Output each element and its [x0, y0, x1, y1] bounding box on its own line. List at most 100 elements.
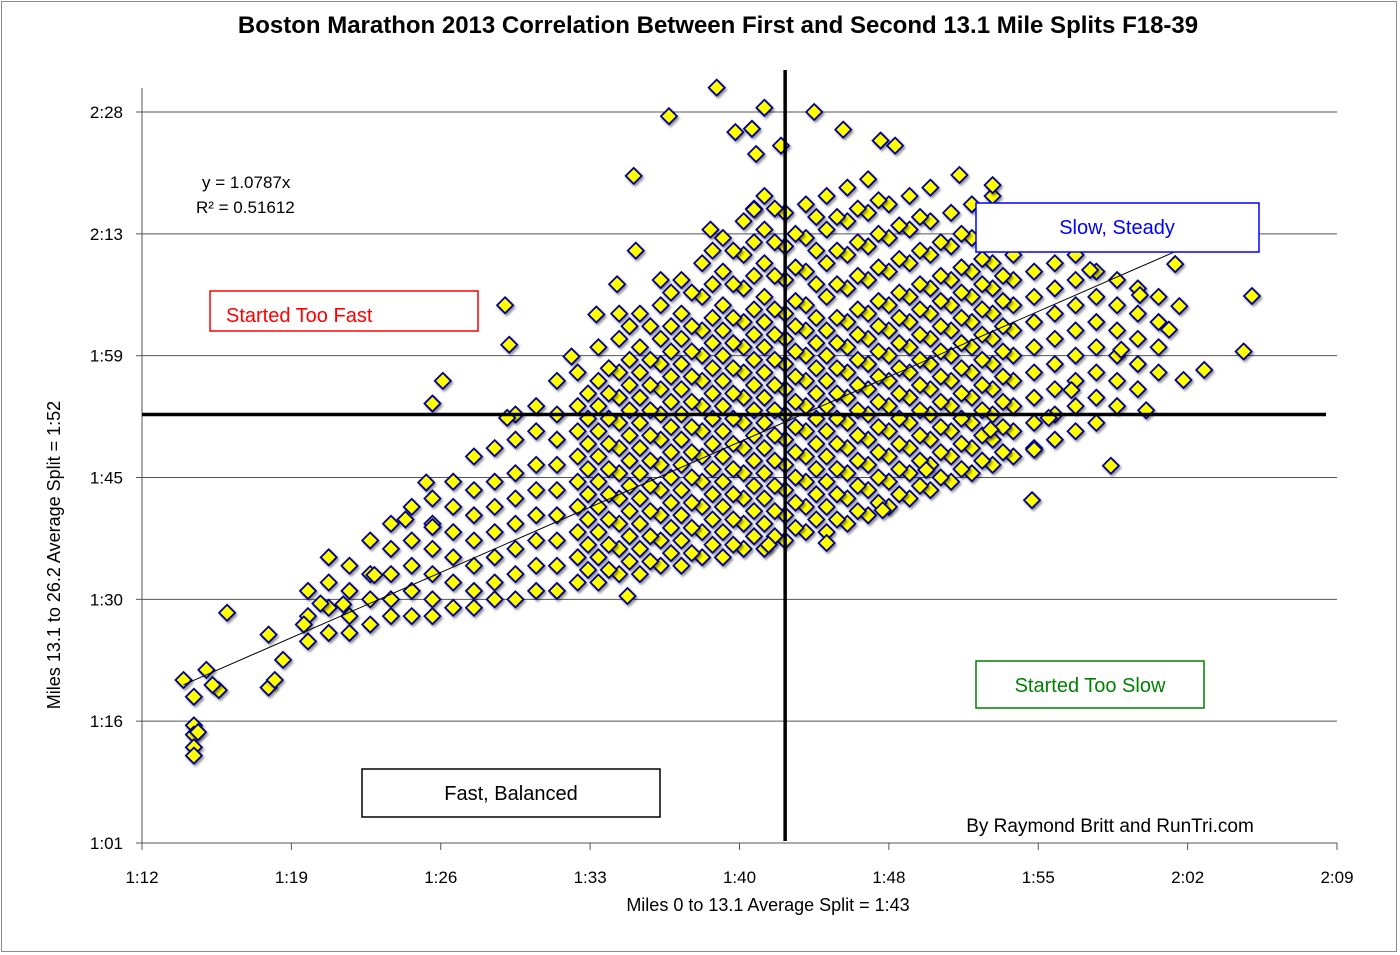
data-point — [672, 380, 691, 399]
data-point — [568, 363, 587, 382]
data-point — [1087, 388, 1106, 407]
data-point — [443, 472, 463, 491]
data-point — [889, 485, 909, 504]
data-point — [786, 342, 805, 361]
data-point — [682, 392, 702, 412]
data-point — [506, 539, 525, 559]
data-point — [931, 443, 951, 462]
data-point — [599, 384, 619, 403]
data-point — [993, 266, 1013, 286]
data-point — [786, 291, 805, 311]
data-point — [464, 598, 484, 618]
data-point — [848, 451, 868, 470]
data-point — [993, 367, 1013, 386]
data-point — [869, 190, 888, 210]
data-point — [599, 535, 619, 554]
data-point — [620, 426, 639, 445]
data-point — [806, 207, 826, 227]
data-point — [620, 552, 639, 571]
data-point — [724, 459, 743, 479]
data-point — [1045, 304, 1065, 323]
data-point — [672, 480, 691, 500]
data-point — [889, 459, 909, 479]
data-point — [703, 434, 722, 454]
data-point — [620, 375, 639, 395]
data-point — [889, 333, 909, 353]
data-point — [641, 375, 660, 395]
data-point — [1080, 260, 1100, 280]
y-axis-label: Miles 13.1 to 26.2 Average Split = 1:52 — [44, 401, 64, 709]
data-point — [661, 518, 681, 538]
data-point — [672, 354, 691, 374]
data-point — [682, 417, 702, 437]
data-point — [1128, 380, 1148, 399]
data-point — [1045, 279, 1065, 298]
data-point — [578, 510, 598, 529]
data-point — [786, 443, 805, 462]
data-point — [910, 300, 930, 319]
data-point — [806, 333, 826, 353]
annotation-fast-balanced: Fast, Balanced — [361, 768, 661, 818]
data-point — [910, 375, 930, 395]
data-point — [889, 216, 909, 235]
data-point — [626, 241, 646, 260]
data-point — [599, 358, 619, 378]
data-point — [952, 308, 971, 328]
data-point — [889, 249, 909, 269]
data-point — [900, 186, 919, 206]
data-point — [827, 459, 847, 479]
data-point — [873, 500, 892, 520]
data-point — [744, 200, 764, 219]
data-point — [817, 371, 836, 391]
data-point — [485, 522, 504, 542]
data-point — [724, 485, 743, 504]
data-point — [217, 603, 237, 623]
data-point — [755, 464, 774, 483]
data-point — [620, 527, 639, 546]
data-point — [340, 606, 359, 626]
data-point — [1045, 380, 1065, 399]
data-point — [952, 459, 971, 479]
annotation-slow-steady: Slow, Steady — [975, 202, 1260, 253]
data-point — [641, 316, 660, 336]
x-tick-label: 1:48 — [872, 868, 905, 887]
data-point — [526, 422, 546, 441]
data-point — [607, 274, 627, 294]
data-point — [755, 98, 774, 118]
data-point — [423, 606, 442, 626]
data-point — [682, 367, 702, 386]
data-point — [703, 510, 722, 529]
data-point — [578, 485, 598, 504]
data-point — [910, 476, 930, 496]
data-point — [827, 485, 847, 504]
data-point — [1066, 422, 1085, 441]
data-point — [910, 274, 930, 294]
data-point — [630, 489, 650, 508]
data-point — [931, 316, 951, 336]
data-point — [506, 514, 525, 533]
data-point — [1087, 287, 1106, 307]
data-point — [952, 384, 971, 403]
data-point — [485, 548, 504, 567]
data-point — [765, 476, 785, 496]
data-point — [1107, 270, 1127, 290]
data-point — [703, 485, 722, 504]
x-tick-label: 2:02 — [1171, 868, 1204, 887]
data-point — [265, 670, 285, 690]
data-point — [1128, 304, 1148, 323]
data-point — [589, 447, 608, 466]
data-point — [1024, 312, 1044, 332]
data-point — [848, 350, 868, 370]
data-point — [703, 274, 722, 294]
data-point — [993, 392, 1013, 412]
data-point — [993, 417, 1013, 437]
data-point — [921, 178, 940, 197]
data-point — [817, 346, 836, 365]
data-point — [724, 358, 743, 378]
data-point — [365, 565, 384, 585]
data-point — [661, 443, 681, 462]
data-point — [869, 468, 888, 487]
data-point — [806, 510, 826, 529]
data-point — [578, 384, 598, 403]
data-point — [589, 472, 608, 491]
